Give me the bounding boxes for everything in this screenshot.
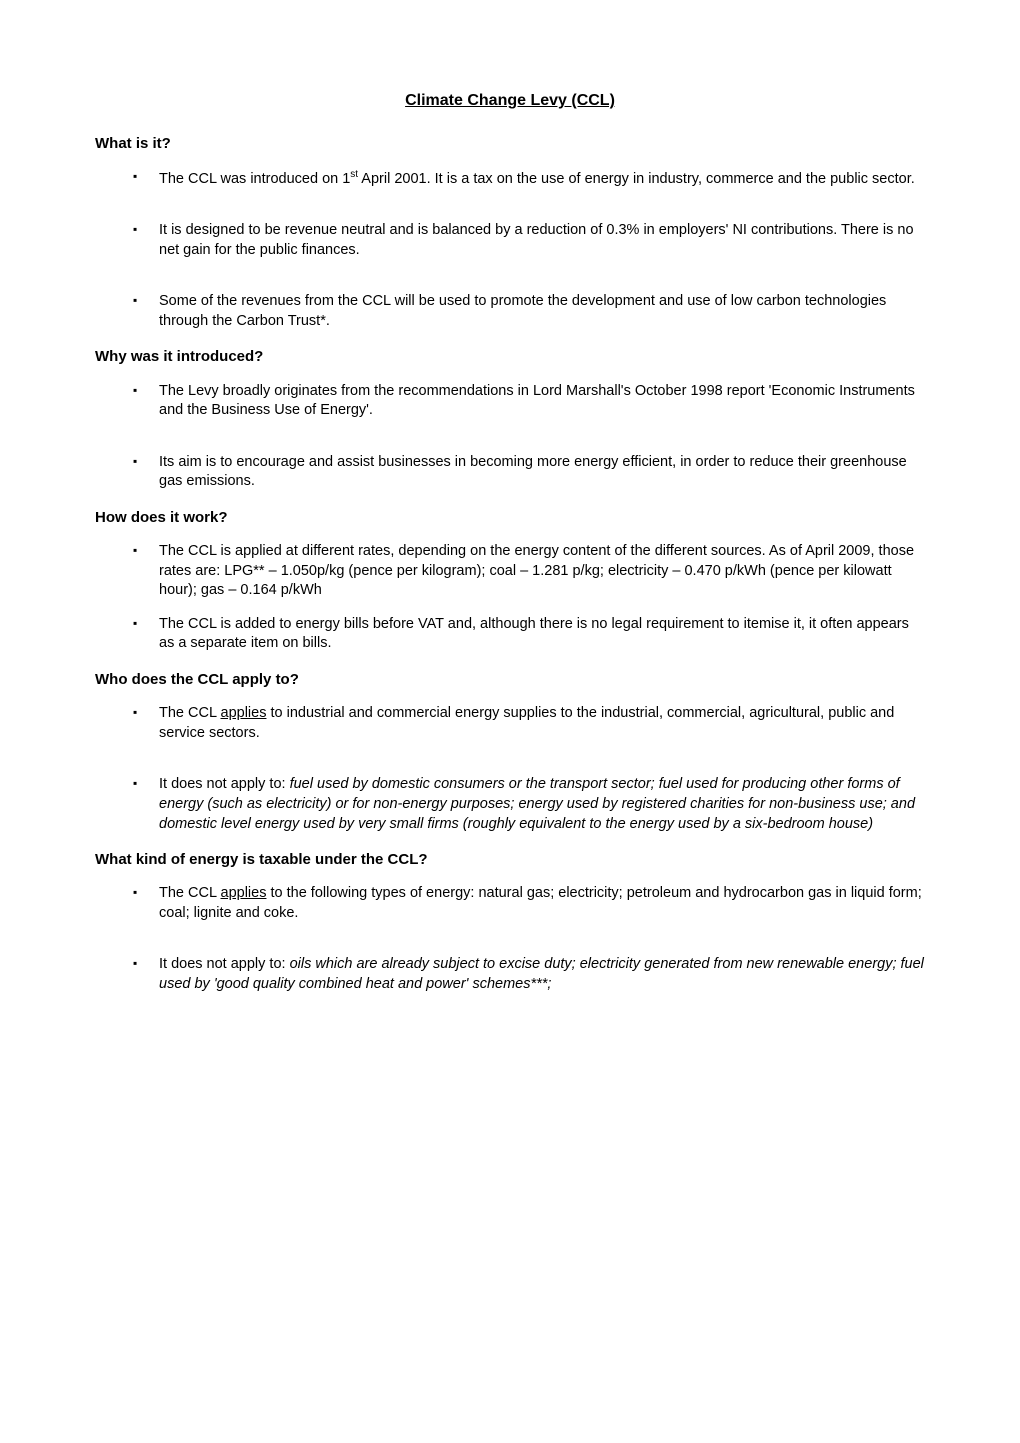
list-item: The CCL is applied at different rates, d… [133,542,925,601]
list-item: The CCL was introduced on 1st April 2001… [133,168,925,189]
heading-who-apply: Who does the CCL apply to? [95,670,925,690]
heading-what-is-it: What is it? [95,134,925,154]
page-title: Climate Change Levy (CCL) [95,90,925,112]
list-what-is-it: The CCL was introduced on 1st April 2001… [95,168,925,332]
body-text: to industrial and commercial energy supp… [159,705,894,741]
heading-what-taxable: What kind of energy is taxable under the… [95,850,925,870]
body-text: April 2001. It is a tax on the use of en… [358,171,915,187]
ordinal-sup: st [350,169,358,180]
underlined-text: applies [221,885,267,901]
list-item: It does not apply to: fuel used by domes… [133,775,925,834]
list-item: The CCL is added to energy bills before … [133,615,925,654]
body-text: It does not apply to: [159,956,290,972]
heading-how-work: How does it work? [95,508,925,528]
list-what-taxable: The CCL applies to the following types o… [95,884,925,994]
body-text: The CCL [159,705,221,721]
list-who-apply: The CCL applies to industrial and commer… [95,704,925,834]
body-text: The CCL [159,885,221,901]
list-item: The CCL applies to industrial and commer… [133,704,925,743]
list-item: It is designed to be revenue neutral and… [133,221,925,260]
heading-why-introduced: Why was it introduced? [95,347,925,367]
list-item: The CCL applies to the following types o… [133,884,925,923]
list-item: Its aim is to encourage and assist busin… [133,453,925,492]
list-item: It does not apply to: oils which are alr… [133,955,925,994]
underlined-text: applies [221,705,267,721]
list-item: The Levy broadly originates from the rec… [133,382,925,421]
body-text: It does not apply to: [159,776,290,792]
body-text: to the following types of energy: natura… [159,885,922,921]
list-why-introduced: The Levy broadly originates from the rec… [95,382,925,492]
body-text: The CCL was introduced on 1 [159,171,350,187]
list-item: Some of the revenues from the CCL will b… [133,292,925,331]
list-how-work: The CCL is applied at different rates, d… [95,542,925,654]
